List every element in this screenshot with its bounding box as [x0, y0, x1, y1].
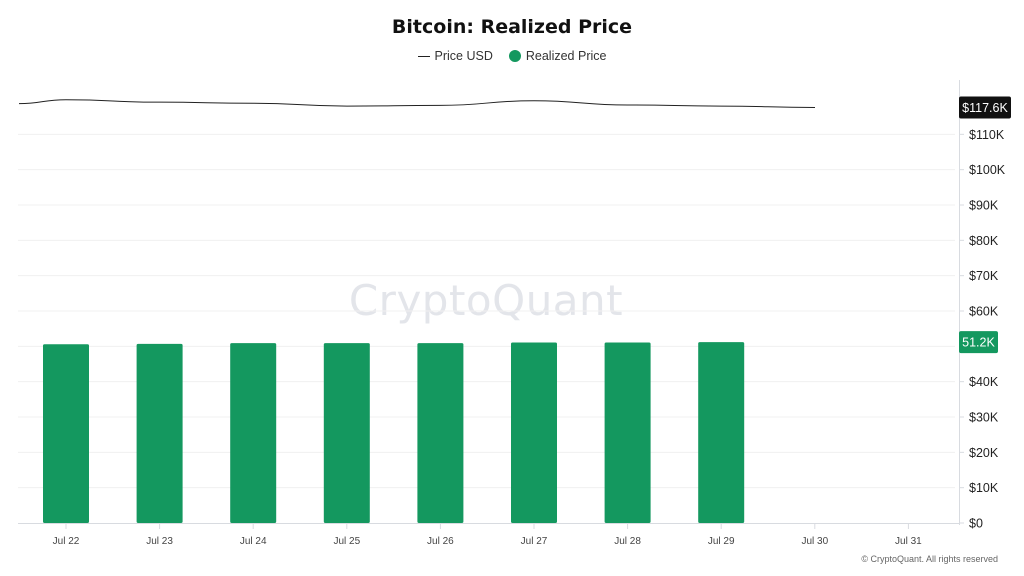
x-tick-label: Jul 30 [801, 536, 828, 547]
y-tick-label: $20K [969, 446, 999, 460]
x-tick-label: Jul 29 [708, 536, 735, 547]
y-tick-label: $10K [969, 481, 999, 495]
price-line [18, 99, 816, 108]
bar [604, 342, 651, 523]
bar [698, 342, 745, 523]
price-badge [959, 96, 1011, 119]
y-tick-label: $30K [969, 411, 999, 425]
price-badge-label: $117.6K [962, 101, 1008, 115]
legend-item-price[interactable]: Price USD [417, 49, 493, 63]
chart-title: Bitcoin: Realized Price [391, 16, 633, 38]
bar [136, 343, 183, 523]
x-tick-label: Jul 25 [333, 536, 360, 547]
x-tick-label: Jul 26 [427, 536, 454, 547]
line-swatch-icon [417, 55, 430, 57]
y-tick-label: $40K [969, 375, 999, 389]
x-tick-label: Jul 31 [895, 536, 922, 547]
bar [43, 344, 89, 523]
chart-legend: Price USD Realized Price [0, 49, 1024, 63]
x-tick-label: Jul 24 [240, 536, 267, 547]
y-tick-label: $0 [969, 517, 983, 531]
x-tick-label: Jul 22 [53, 536, 80, 547]
bar [511, 342, 557, 523]
legend-item-realized[interactable]: Realized Price [508, 49, 607, 63]
y-tick-label: $60K [969, 305, 999, 319]
y-tick-label: $110K [969, 128, 1005, 142]
x-tick-label: Jul 23 [146, 536, 173, 547]
legend-realized-label: Realized Price [525, 49, 607, 63]
y-tick-label: $100K [969, 163, 1006, 177]
y-tick-label: $80K [969, 234, 999, 248]
realized-badge-label: 51.2K [962, 336, 995, 350]
y-tick-label: $70K [969, 269, 999, 283]
x-tick-label: Jul 28 [614, 536, 641, 547]
bar [323, 343, 370, 523]
bar [230, 343, 277, 523]
legend-price-label: Price USD [434, 49, 493, 63]
realized-badge [959, 331, 998, 354]
copyright-text: © CryptoQuant. All rights reserved [861, 554, 998, 564]
watermark: CryptoQuant [348, 276, 624, 325]
x-tick-label: Jul 27 [521, 536, 548, 547]
y-tick-label: $90K [969, 199, 999, 213]
dot-swatch-icon [508, 50, 521, 62]
bar [417, 343, 464, 523]
